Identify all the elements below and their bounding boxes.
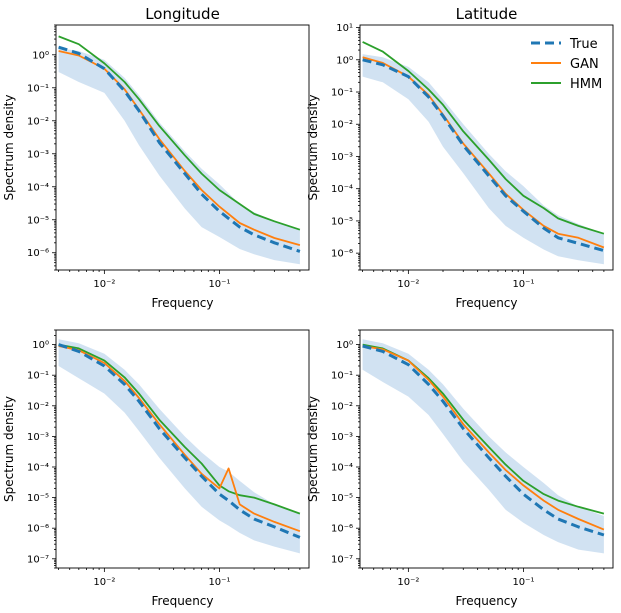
series-line-gan (362, 345, 605, 531)
series-line-hmm (58, 35, 301, 231)
x-tick-label: 10⁻¹ (208, 577, 230, 588)
x-tick-label: 10⁻¹ (512, 577, 534, 588)
x-axis-label: Frequency (152, 594, 214, 608)
y-tick-label: 10⁰ (336, 55, 353, 66)
y-tick-label: 10⁰ (32, 340, 49, 351)
x-tick-label: 10⁻² (397, 279, 419, 290)
series-line-true (58, 45, 301, 253)
legend-label-hmm: HMM (570, 77, 602, 92)
y-tick-label: 10⁻⁶ (331, 249, 353, 260)
y-tick-label: 10⁻⁷ (331, 554, 353, 565)
y-tick-label: 10⁻⁵ (27, 215, 49, 226)
axes-frame (359, 329, 614, 569)
uncertainty-band (58, 48, 300, 265)
series-line-true (362, 344, 605, 537)
y-tick-label: 10⁻⁴ (331, 184, 353, 195)
x-axis-label: Frequency (152, 296, 214, 310)
x-tick-label: 10⁻¹ (208, 279, 230, 290)
y-tick-label: 10⁻¹ (27, 371, 49, 382)
x-tick-label: 10⁻¹ (512, 279, 534, 290)
y-tick-label: 10⁻² (331, 120, 353, 131)
x-axis-label: Frequency (456, 296, 518, 310)
y-tick-label: 10⁻⁵ (27, 493, 49, 504)
y-tick-label: 10⁻³ (27, 432, 49, 443)
axes-frame (55, 329, 310, 569)
y-tick-label: 10⁰ (336, 340, 353, 351)
uncertainty-band (58, 339, 300, 554)
axes-frame (359, 24, 614, 271)
y-tick-label: 10⁻⁵ (331, 493, 353, 504)
y-tick-label: 10⁻¹ (331, 88, 353, 99)
y-tick-label: 10⁻³ (331, 432, 353, 443)
series-line-gan (58, 345, 301, 533)
y-tick-label: 10⁻² (27, 116, 49, 127)
y-axis-label: Spectrum density (2, 95, 16, 201)
y-tick-label: 10⁻⁶ (27, 524, 49, 535)
y-tick-label: 10⁻³ (331, 152, 353, 163)
y-tick-label: 10⁻⁶ (27, 248, 49, 259)
y-tick-label: 10¹ (336, 23, 353, 34)
uncertainty-band (362, 54, 604, 265)
x-axis-label: Frequency (456, 594, 518, 608)
panel-4: 10⁻⁷ 10⁻⁶ 10⁻⁵ 10⁻⁴ 10⁻³ 10⁻² 10⁻¹ 10⁰ 10⁻² 10⁻¹ F… (306, 329, 614, 608)
y-tick-label: 10⁻⁴ (27, 182, 49, 193)
legend-label-true: True (569, 37, 598, 52)
x-tick-label: 10⁻² (93, 279, 115, 290)
y-tick-label: 10⁻¹ (331, 371, 353, 382)
y-tick-label: 10⁻² (27, 401, 49, 412)
plot-area (58, 35, 301, 265)
y-tick-label: 10⁻² (331, 401, 353, 412)
legend-label-gan: GAN (570, 57, 599, 72)
plot-area (58, 339, 301, 554)
panel-1: 10⁻⁶ 10⁻⁵ 10⁻⁴ 10⁻³ 10⁻² 10⁻¹ 10⁰ 10⁻² 10⁻¹ Frequ… (2, 5, 310, 310)
plot-area (362, 339, 605, 554)
y-axis-label: Spectrum density (306, 396, 320, 502)
y-tick-label: 10⁰ (32, 50, 49, 61)
axes-frame (55, 24, 310, 271)
series-line-true (362, 58, 605, 253)
y-tick-label: 10⁻⁷ (27, 554, 49, 565)
y-tick-label: 10⁻⁵ (331, 216, 353, 227)
panel-2: 10⁻⁶ 10⁻⁵ 10⁻⁴ 10⁻³ 10⁻² 10⁻¹ 10⁰ 10¹ 10⁻² 10⁻¹ Fr… (306, 5, 614, 310)
y-tick-label: 10⁻¹ (27, 83, 49, 94)
y-axis-label: Spectrum density (2, 396, 16, 502)
chart-title: Latitude (456, 5, 518, 23)
panel-3: 10⁻⁷ 10⁻⁶ 10⁻⁵ 10⁻⁴ 10⁻³ 10⁻² 10⁻¹ 10⁰ 10⁻² 10⁻¹ F… (2, 329, 310, 608)
y-tick-label: 10⁻⁴ (331, 462, 353, 473)
y-tick-label: 10⁻⁴ (27, 462, 49, 473)
series-line-hmm (362, 41, 605, 235)
plot-area (362, 41, 605, 265)
series-line-true (58, 343, 301, 539)
y-tick-label: 10⁻⁶ (331, 524, 353, 535)
x-tick-label: 10⁻² (93, 577, 115, 588)
x-tick-label: 10⁻² (397, 577, 419, 588)
series-line-hmm (58, 343, 301, 515)
chart-title: Longitude (145, 5, 220, 23)
y-tick-label: 10⁻³ (27, 149, 49, 160)
y-axis-label: Spectrum density (306, 95, 320, 201)
legend: True GAN HMM (531, 37, 602, 92)
